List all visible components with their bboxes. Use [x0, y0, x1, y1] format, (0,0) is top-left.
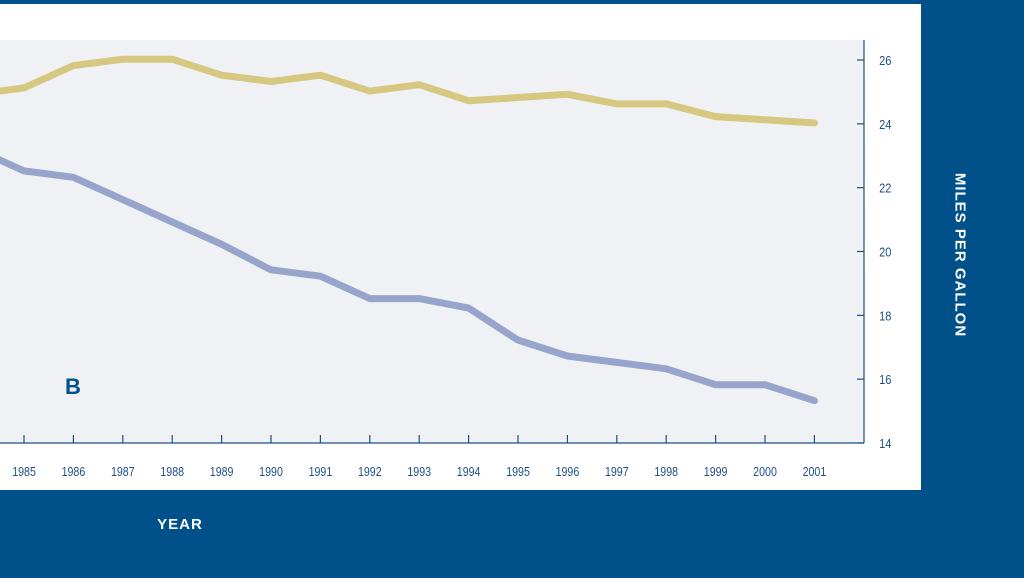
chart-panel: 1985 1986 1987 1988 1989 1990 1991 1992 1993 1994… [0, 4, 921, 490]
x-tick-label: 1985 [12, 464, 36, 479]
x-tick-label: 1999 [704, 464, 728, 479]
x-tick-label: 1989 [210, 464, 234, 479]
x-tick-label: 1997 [605, 464, 629, 479]
series-line-2 [0, 156, 818, 405]
x-tick-label: 1987 [111, 464, 135, 479]
y-tick-label: 18 [879, 308, 892, 323]
y-tick-label: 24 [879, 117, 892, 132]
axis-layer: 1985 1986 1987 1988 1989 1990 1991 1992 1993 1994… [0, 40, 892, 479]
x-tick-label: 1993 [407, 464, 431, 479]
x-tick-label: 1992 [358, 464, 382, 479]
x-tick-label: 1986 [62, 464, 86, 479]
plot-area [0, 40, 864, 443]
x-tick-label: 2001 [803, 464, 827, 479]
y-tick-label: 14 [879, 436, 892, 451]
y-tick-label: 26 [879, 53, 892, 68]
x-tick-label: 2000 [753, 464, 777, 479]
x-tick-label: 1996 [556, 464, 580, 479]
x-axis-title: YEAR [157, 516, 203, 533]
y-axis-title: MILES PER GALLON [951, 172, 969, 338]
panel-label: B [65, 374, 81, 399]
x-tick-label: 1991 [309, 464, 333, 479]
series-layer [0, 55, 818, 405]
y-tick-label: 16 [879, 372, 892, 387]
y-tick-label: 22 [879, 181, 892, 196]
x-tick-label: 1995 [506, 464, 530, 479]
x-tick-label: 1998 [654, 464, 678, 479]
y-tick-label: 20 [879, 245, 892, 260]
x-tick-label: 1994 [457, 464, 481, 479]
x-tick-label: 1990 [259, 464, 283, 479]
line-chart: 1985 1986 1987 1988 1989 1990 1991 1992 1993 1994… [0, 40, 892, 479]
series-line-1 [0, 55, 818, 127]
x-tick-label: 1988 [160, 464, 184, 479]
